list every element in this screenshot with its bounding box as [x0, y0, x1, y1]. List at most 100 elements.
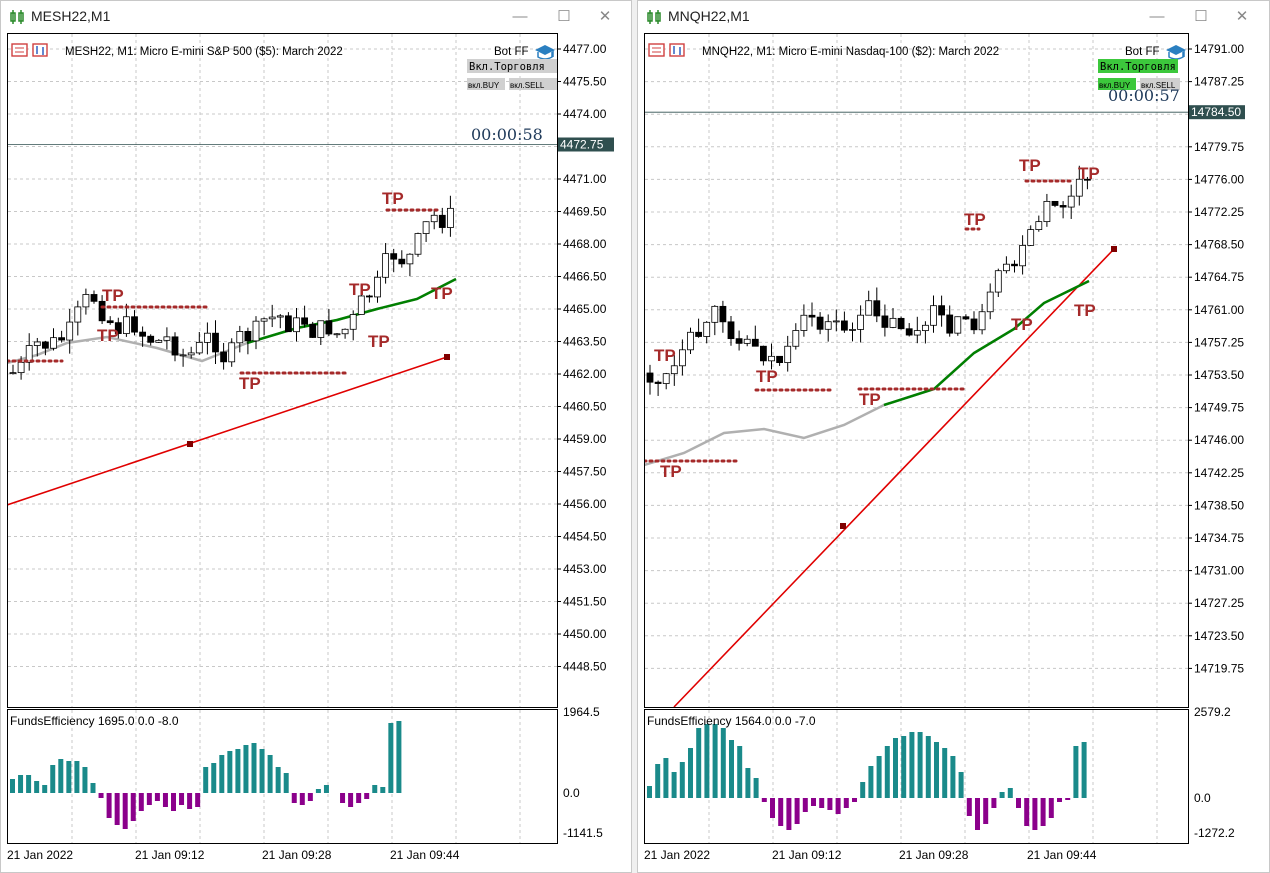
- histogram-bar: [1081, 742, 1087, 798]
- histogram-bar: [655, 764, 661, 798]
- histogram-bar: [58, 759, 64, 793]
- candle-body: [365, 295, 373, 298]
- buy-toggle-button[interactable]: вкл.BUY: [467, 78, 505, 90]
- plot: TP TP TP TP TP TP TP TP TP: [644, 111, 1188, 830]
- candle-body: [760, 345, 767, 362]
- candle-body: [42, 341, 49, 349]
- histogram-bar: [114, 793, 120, 825]
- tp-label: TP: [859, 390, 881, 409]
- candle-body: [155, 339, 163, 343]
- trade-toggle-button[interactable]: Вкл.Торговля: [467, 59, 557, 73]
- candle-body: [670, 365, 678, 375]
- chart-canvas[interactable]: 14791.0014787.2514783.5014779.7514776.00…: [644, 33, 1264, 869]
- maximize-button[interactable]: ☐: [1194, 8, 1208, 25]
- bar-timer: 00:00:57: [1108, 86, 1180, 105]
- candle-body: [220, 351, 228, 363]
- histogram-bar: [909, 732, 915, 798]
- sell-toggle-button[interactable]: вкл.SELL: [1140, 78, 1180, 90]
- chart-window-mnqh22[interactable]: MNQH22,M1 — ☐ ✕ 14791.0014787.2514783.50…: [637, 0, 1270, 873]
- tp-label: TP: [1078, 164, 1100, 183]
- candle-body: [719, 305, 727, 323]
- chart-type-icon[interactable]: [669, 43, 685, 57]
- candle-body: [1002, 263, 1010, 272]
- chart-type-icon[interactable]: [32, 43, 48, 57]
- sell-toggle-button[interactable]: вкл.SELL: [509, 78, 557, 90]
- candle-body: [17, 361, 25, 374]
- candle-body: [840, 320, 848, 331]
- histogram-bar: [712, 724, 718, 798]
- list-icon[interactable]: [11, 43, 28, 57]
- histogram-bar: [82, 767, 88, 793]
- price-label: 4469.50: [563, 205, 607, 219]
- histogram-bar: [770, 798, 775, 818]
- candle-body: [284, 315, 292, 333]
- minimize-button[interactable]: —: [1149, 8, 1165, 25]
- histogram-bar: [827, 798, 833, 810]
- chart-window-mesh22[interactable]: MESH22,M1 — ☐ ✕ 4477.00 4475.50 4474.00 447…: [0, 0, 632, 873]
- window-titlebar[interactable]: MESH22,M1 — ☐ ✕: [1, 1, 631, 33]
- histogram-bar: [291, 793, 297, 803]
- chart-area[interactable]: 14791.0014787.2514783.5014779.7514776.00…: [644, 33, 1264, 869]
- candle-body: [90, 294, 98, 302]
- candle-body: [768, 355, 775, 362]
- histogram-bar: [227, 751, 233, 793]
- histogram-bar: [259, 749, 265, 793]
- histogram-bar: [34, 781, 40, 793]
- time-axis: 21 Jan 2022 21 Jan 09:12 21 Jan 09:28 21 Ja…: [7, 848, 460, 862]
- candle-body: [735, 338, 743, 344]
- candle-body: [74, 306, 82, 323]
- candle-body: [179, 354, 187, 357]
- histogram-bar: [729, 740, 734, 798]
- price-label: 4465.00: [563, 302, 607, 316]
- price-label: 14772.25: [1194, 205, 1244, 219]
- tp-label: TP: [756, 367, 778, 386]
- candle-body: [325, 320, 333, 335]
- candle-body: [1067, 195, 1075, 208]
- price-label: 4457.50: [563, 465, 607, 479]
- candle-body: [139, 331, 147, 337]
- price-label: 4451.50: [563, 595, 607, 609]
- histogram-bar: [388, 723, 394, 793]
- histogram-bar: [950, 756, 956, 798]
- candle-body: [857, 314, 865, 330]
- time-label: 21 Jan 09:44: [390, 848, 460, 862]
- histogram-bar: [356, 793, 362, 803]
- price-label: 14791.00: [1194, 42, 1244, 56]
- price-label: 14723.50: [1194, 629, 1244, 643]
- candle-body: [1027, 229, 1035, 246]
- candle-body: [687, 331, 694, 351]
- candle-body: [398, 258, 406, 265]
- minimize-button[interactable]: —: [512, 8, 528, 25]
- histogram-bar: [720, 728, 726, 798]
- candle-body: [390, 253, 398, 260]
- close-button[interactable]: ✕: [1235, 8, 1249, 25]
- close-button[interactable]: ✕: [598, 8, 612, 25]
- candle-body: [1051, 200, 1059, 206]
- candle-body: [978, 311, 986, 331]
- price-label: 14719.75: [1194, 661, 1244, 675]
- maximize-button[interactable]: ☐: [557, 8, 571, 25]
- candle-body: [986, 291, 994, 313]
- trend-anchor: [187, 441, 193, 447]
- histogram-bar: [671, 772, 677, 798]
- candle-body: [1083, 178, 1091, 181]
- candle-body: [994, 270, 1002, 293]
- histogram-bar: [348, 793, 354, 807]
- chart-area[interactable]: 4477.00 4475.50 4474.00 4472.75 4471.00 4469.…: [7, 33, 625, 869]
- window-titlebar[interactable]: MNQH22,M1 — ☐ ✕: [638, 1, 1269, 33]
- svg-text:вкл.BUY: вкл.BUY: [1099, 81, 1131, 90]
- histogram-bar: [868, 766, 874, 798]
- buy-toggle-button[interactable]: вкл.BUY: [1098, 78, 1136, 90]
- candle-body: [727, 321, 735, 340]
- candle-body: [832, 320, 840, 323]
- histogram-bar: [753, 778, 759, 798]
- candle-body: [66, 321, 74, 341]
- candle-body: [751, 338, 759, 347]
- histogram-bar: [802, 798, 808, 812]
- price-label: 14779.75: [1194, 140, 1244, 154]
- list-icon[interactable]: [648, 43, 665, 57]
- time-label: 21 Jan 09:12: [772, 848, 842, 862]
- histogram-bar: [211, 763, 217, 793]
- chart-canvas[interactable]: 4477.00 4475.50 4474.00 4472.75 4471.00 4469.…: [7, 33, 625, 869]
- trade-toggle-button[interactable]: Вкл.Торговля: [1098, 59, 1178, 73]
